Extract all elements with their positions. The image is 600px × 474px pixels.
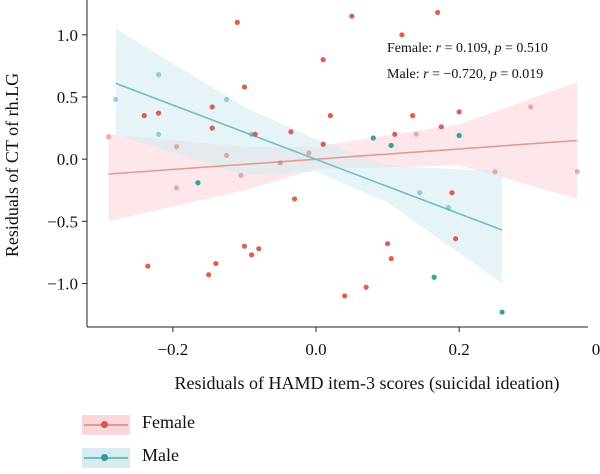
male-data-point bbox=[417, 190, 423, 196]
legend-item-female: Female bbox=[82, 408, 242, 441]
x-tick-label: 0.0 bbox=[305, 340, 326, 359]
female-data-point bbox=[327, 113, 333, 119]
female-data-point bbox=[349, 13, 355, 19]
female-data-point bbox=[145, 263, 151, 269]
female-data-point bbox=[399, 32, 405, 38]
male-data-point bbox=[249, 131, 255, 137]
female-data-point bbox=[141, 113, 147, 119]
legend: Female Male bbox=[82, 408, 242, 474]
male-data-point bbox=[456, 132, 462, 139]
female-data-point bbox=[456, 109, 462, 115]
male-data-point bbox=[370, 135, 376, 141]
female-regression-line bbox=[108, 139, 578, 175]
legend-label-male: Male bbox=[142, 445, 179, 465]
female-data-point bbox=[342, 293, 348, 299]
legend-item-male: Male bbox=[82, 441, 242, 474]
data-points bbox=[105, 9, 580, 315]
male-data-point bbox=[431, 274, 437, 280]
male-data-point bbox=[195, 180, 201, 186]
x-axis-label: Residuals of HAMD item-3 scores (suicida… bbox=[175, 373, 560, 394]
y-tick-label: −1.0 bbox=[47, 274, 78, 293]
male-regression-line bbox=[115, 82, 503, 231]
female-data-point bbox=[209, 125, 215, 131]
female-data-point bbox=[306, 150, 312, 156]
female-data-point bbox=[413, 131, 419, 137]
female-data-point bbox=[241, 243, 248, 249]
male-data-point bbox=[155, 131, 162, 137]
female-data-point bbox=[435, 9, 441, 16]
male-data-point bbox=[155, 72, 162, 78]
male-data-point bbox=[388, 142, 394, 149]
x-tick-label: 0.2 bbox=[449, 340, 470, 359]
male-data-point bbox=[223, 96, 230, 103]
female-data-point bbox=[492, 168, 498, 175]
female-data-point bbox=[438, 124, 444, 130]
x-tick-label: −0.2 bbox=[157, 340, 188, 359]
female-data-point bbox=[449, 190, 455, 196]
female-data-point bbox=[223, 152, 230, 159]
female-data-point bbox=[252, 131, 258, 137]
female-data-point bbox=[213, 260, 219, 267]
male-data-point bbox=[445, 205, 452, 211]
female-data-point bbox=[238, 172, 244, 178]
female-data-point bbox=[105, 134, 112, 140]
scatter-chart: −0.2 0.0 0.2 0.4 1.0 0.5 0.0 −0.5 −1.0 Female: … bbox=[2, 0, 600, 394]
female-data-point bbox=[320, 141, 326, 147]
female-data-point bbox=[241, 84, 248, 90]
y-tick-label: −0.5 bbox=[47, 212, 78, 231]
female-data-point bbox=[410, 113, 416, 119]
x-axis-ticks: −0.2 0.0 0.2 0.4 bbox=[157, 327, 600, 359]
y-axis-ticks: 1.0 0.5 0.0 −0.5 −1.0 bbox=[47, 26, 87, 293]
female-data-point bbox=[249, 252, 255, 258]
female-data-point bbox=[388, 256, 394, 262]
female-data-point bbox=[528, 104, 534, 110]
female-data-point bbox=[155, 110, 162, 116]
male-data-point bbox=[113, 96, 119, 103]
female-data-point bbox=[385, 241, 391, 247]
female-data-point bbox=[173, 144, 180, 150]
male-stat-annotation: Male: r = −0.720, p = 0.019 bbox=[387, 67, 543, 82]
female-data-point bbox=[320, 57, 326, 63]
female-data-point bbox=[277, 160, 283, 166]
x-tick-label: 0.4 bbox=[592, 340, 600, 359]
female-data-point bbox=[206, 272, 212, 278]
y-tick-label: 1.0 bbox=[57, 26, 78, 45]
y-axis-label: Residuals of CT of rh.LG bbox=[2, 73, 22, 257]
female-data-point bbox=[234, 19, 240, 25]
regression-lines bbox=[108, 82, 578, 231]
female-data-point bbox=[288, 129, 294, 135]
female-stat-annotation: Female: r = 0.109, p = 0.510 bbox=[387, 41, 548, 56]
female-data-point bbox=[392, 131, 398, 137]
female-data-point bbox=[363, 284, 369, 290]
y-tick-label: 0.5 bbox=[57, 88, 78, 107]
female-data-point bbox=[574, 168, 580, 175]
female-data-point bbox=[256, 246, 262, 252]
female-data-point bbox=[291, 196, 298, 202]
y-tick-label: 0.0 bbox=[57, 150, 78, 169]
legend-label-female: Female bbox=[142, 412, 195, 432]
female-data-point bbox=[452, 236, 459, 242]
legend-swatch-female bbox=[82, 415, 130, 435]
male-data-point bbox=[499, 309, 505, 315]
legend-swatch-male bbox=[82, 448, 130, 468]
female-data-point bbox=[173, 185, 180, 191]
female-data-point bbox=[209, 104, 215, 110]
